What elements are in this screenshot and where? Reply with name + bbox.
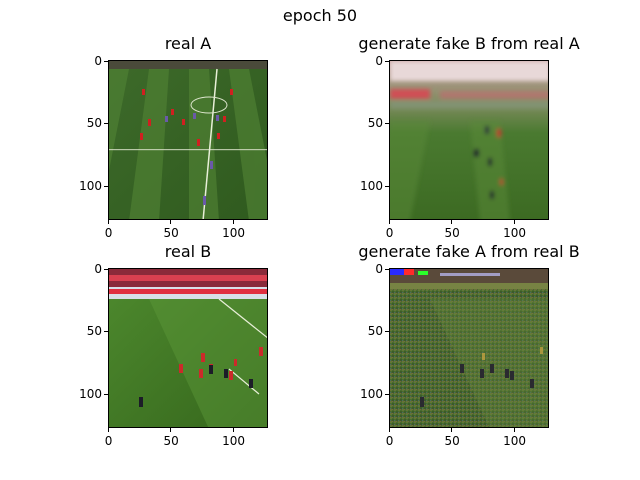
x-tick-label: 0 — [370, 428, 410, 448]
x-tick-label: 0 — [89, 220, 129, 240]
y-tick-label: 100 — [62, 179, 108, 193]
panel-fake-b: generate fake B from real A — [358, 34, 579, 240]
y-tick-label: 0 — [62, 54, 108, 68]
x-tick-label: 50 — [151, 428, 191, 448]
x-tick-label: 100 — [214, 428, 254, 448]
fake-a-image — [389, 268, 549, 428]
y-tick-label: 0 — [343, 262, 389, 276]
panel-fake-a: generate fake A from real B — [358, 242, 579, 448]
y-tick-label: 50 — [62, 116, 108, 130]
fake-b-image — [389, 60, 549, 220]
x-tick-label: 100 — [495, 428, 535, 448]
figure-title: epoch 50 — [282, 6, 358, 25]
x-tick-label: 100 — [214, 220, 254, 240]
real-b-image-svg — [109, 269, 267, 427]
x-tick-label: 100 — [495, 220, 535, 240]
fake-a-image-svg — [390, 269, 548, 427]
real-a-image — [108, 60, 268, 220]
panel-real-a: real A — [79, 34, 268, 240]
real-a-image-svg — [109, 61, 267, 219]
panel-real-b: real B — [79, 242, 268, 448]
y-tick-label: 50 — [62, 324, 108, 338]
x-tick-label: 0 — [370, 220, 410, 240]
x-tick-label: 50 — [151, 220, 191, 240]
panel-title: real B — [164, 242, 212, 261]
y-tick-label: 0 — [343, 54, 389, 68]
real-b-image — [108, 268, 268, 428]
x-tick-label: 50 — [432, 220, 472, 240]
y-tick-label: 0 — [62, 262, 108, 276]
y-tick-label: 100 — [62, 387, 108, 401]
fake-b-image-svg — [390, 61, 548, 219]
x-tick-label: 0 — [89, 428, 129, 448]
y-tick-label: 100 — [343, 387, 389, 401]
panel-title: generate fake B from real A — [358, 34, 580, 53]
x-tick-label: 50 — [432, 428, 472, 448]
panel-title: generate fake A from real B — [358, 242, 580, 261]
y-tick-label: 50 — [343, 324, 389, 338]
panel-title: real A — [164, 34, 212, 53]
y-tick-label: 100 — [343, 179, 389, 193]
y-tick-label: 50 — [343, 116, 389, 130]
